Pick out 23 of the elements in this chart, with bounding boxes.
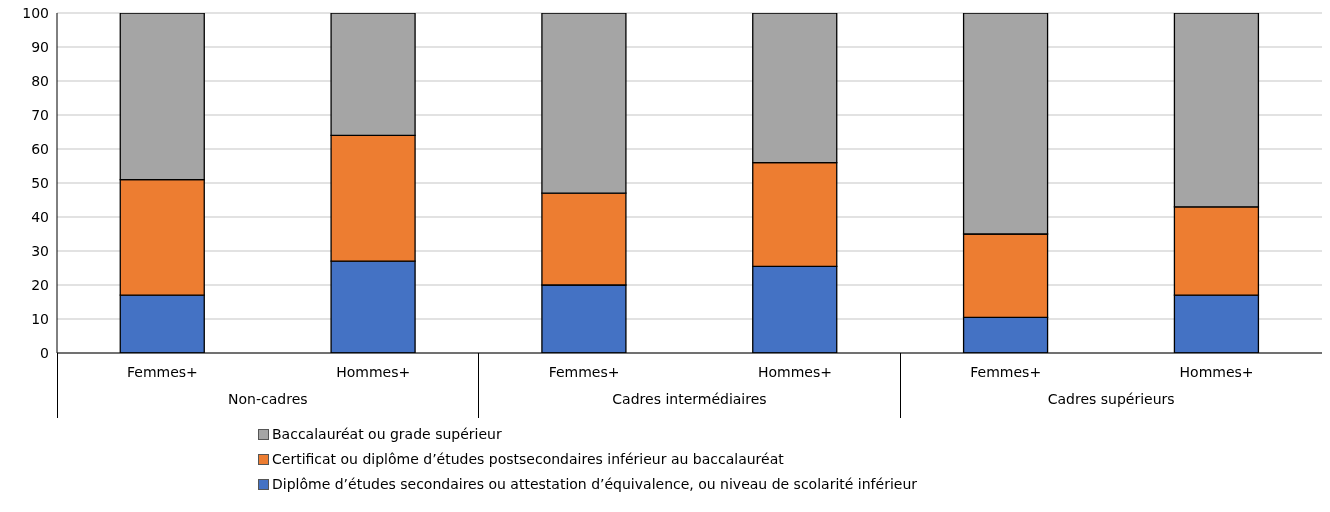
y-tick-label: 30	[31, 242, 49, 259]
y-tick-label: 40	[31, 208, 49, 225]
y-tick-label: 90	[31, 38, 49, 55]
text: Cadres supérieurs	[1046, 391, 1176, 407]
x-tick-label: Femmes+	[970, 363, 1042, 380]
x-tick-label: Hommes+	[336, 363, 411, 380]
x-tick-label: Femmes+	[127, 363, 198, 380]
y-tick-label: 100	[22, 4, 49, 21]
y-tick-label: 70	[31, 106, 49, 123]
y-tick-label: 60	[31, 140, 49, 157]
text: Cadres intermédiaires	[611, 391, 768, 407]
x-tick-label: Hommes+	[757, 363, 832, 380]
y-tick-label: 80	[31, 72, 49, 89]
legend-label: Certificat ou diplôme d’études postsecondaires inférieur au baccalauréat	[272, 451, 784, 467]
y-tick-label: 10	[31, 310, 49, 327]
x-tick-label: Femmes+	[548, 363, 620, 380]
legend-label: Diplôme d’études secondaires ou attestation d’équivalence, ou niveau de scolarité inférieur	[272, 476, 918, 492]
legend-label: Baccalauréat ou grade supérieur	[272, 426, 502, 442]
y-tick-label: 0	[40, 344, 49, 361]
text: Non-cadres	[227, 391, 309, 407]
x-tick-label: Hommes+	[1179, 363, 1254, 380]
y-tick-label: 50	[31, 174, 49, 191]
y-tick-label: 20	[31, 276, 49, 293]
